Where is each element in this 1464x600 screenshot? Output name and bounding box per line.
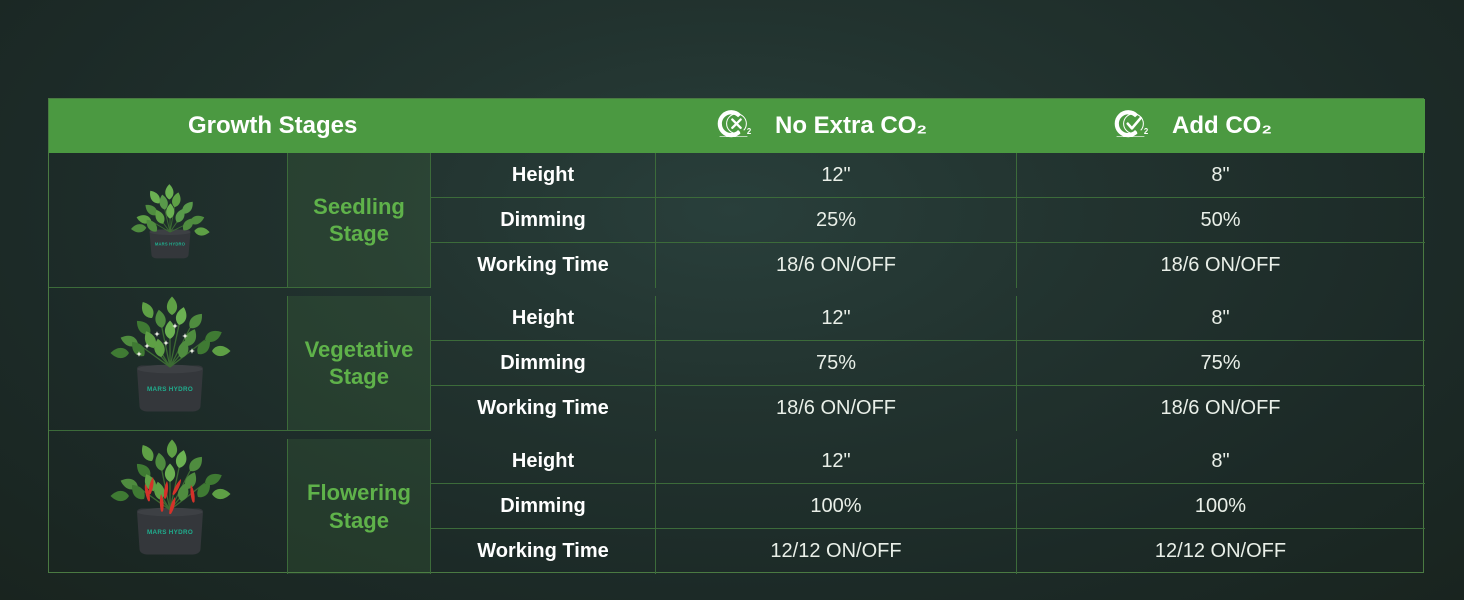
svg-text:MARS HYDRO: MARS HYDRO: [147, 529, 193, 536]
svg-text:2: 2: [747, 127, 752, 136]
svg-text:2: 2: [1144, 127, 1149, 136]
svg-text:MARS HYDRO: MARS HYDRO: [147, 386, 193, 393]
svg-text:MARS HYDRO: MARS HYDRO: [155, 242, 186, 247]
